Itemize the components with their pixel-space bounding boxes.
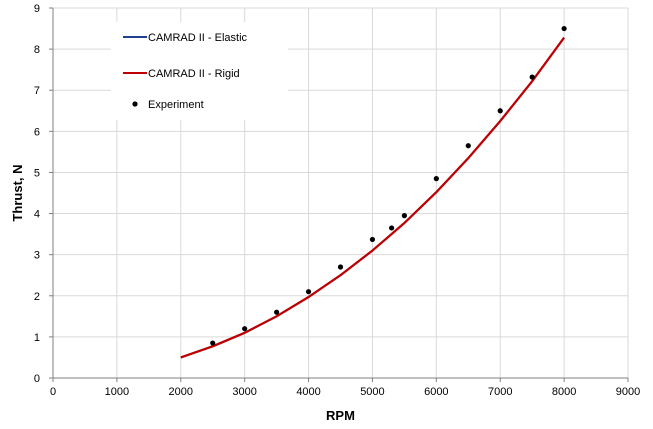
x-tick-label: 0: [50, 386, 56, 398]
data-point: [561, 25, 567, 32]
y-tick-label: 5: [34, 167, 40, 179]
gridlines: [53, 7, 629, 378]
data-point: [529, 74, 535, 80]
legend: CAMRAD II - Elastic CAMRAD II - Rigid Expe…: [111, 22, 288, 120]
data-point: [497, 108, 503, 114]
legend-item: Experiment: [132, 99, 204, 111]
x-axis-title: RPM: [326, 408, 355, 423]
data-series: [180, 25, 567, 359]
data-point: [433, 176, 439, 182]
data-point: [305, 289, 312, 295]
x-tick-label: 4000: [296, 386, 320, 398]
y-axis-title: Thrust, N: [10, 164, 25, 221]
legend-item: CAMRAD II - Rigid: [123, 68, 240, 80]
series-2: [210, 25, 567, 346]
data-point: [274, 309, 280, 315]
x-tick-label: 9000: [616, 386, 640, 398]
y-tick-label: 8: [34, 44, 40, 56]
data-point: [337, 264, 344, 270]
axes: 0 1000 2000 3000 4000 5000 6000 7000 8000 9000 0 1 2…: [34, 3, 640, 398]
y-tick-label: 6: [34, 126, 40, 138]
legend-label: CAMRAD II - Elastic: [148, 32, 248, 44]
data-point: [465, 143, 471, 149]
data-point: [401, 213, 407, 219]
y-tick-label: 9: [34, 3, 40, 15]
data-point: [369, 236, 376, 243]
legend-label: Experiment: [148, 99, 204, 111]
y-tick-label: 7: [34, 85, 40, 97]
x-tick-label: 8000: [552, 386, 576, 398]
legend-point-swatch: [132, 101, 138, 107]
data-point: [242, 326, 248, 332]
y-tick-label: 4: [34, 209, 40, 221]
y-tick-label: 0: [34, 373, 40, 385]
x-tick-label: 7000: [488, 386, 512, 398]
y-tick-label: 3: [34, 250, 40, 262]
data-point: [389, 225, 395, 231]
legend-item: CAMRAD II - Elastic: [123, 32, 248, 44]
x-tick-label: 2000: [169, 386, 193, 398]
y-tick-label: 1: [34, 332, 40, 344]
series-1: [180, 36, 565, 359]
x-tick-label: 1000: [105, 386, 129, 398]
legend-label: CAMRAD II - Rigid: [148, 68, 240, 80]
x-tick-label: 5000: [360, 386, 384, 398]
x-tick-label: 3000: [232, 386, 256, 398]
series-line: [180, 36, 565, 359]
legend-box: [111, 22, 288, 120]
data-point: [210, 340, 216, 346]
y-tick-label: 2: [34, 291, 40, 303]
x-tick-label: 6000: [424, 386, 448, 398]
